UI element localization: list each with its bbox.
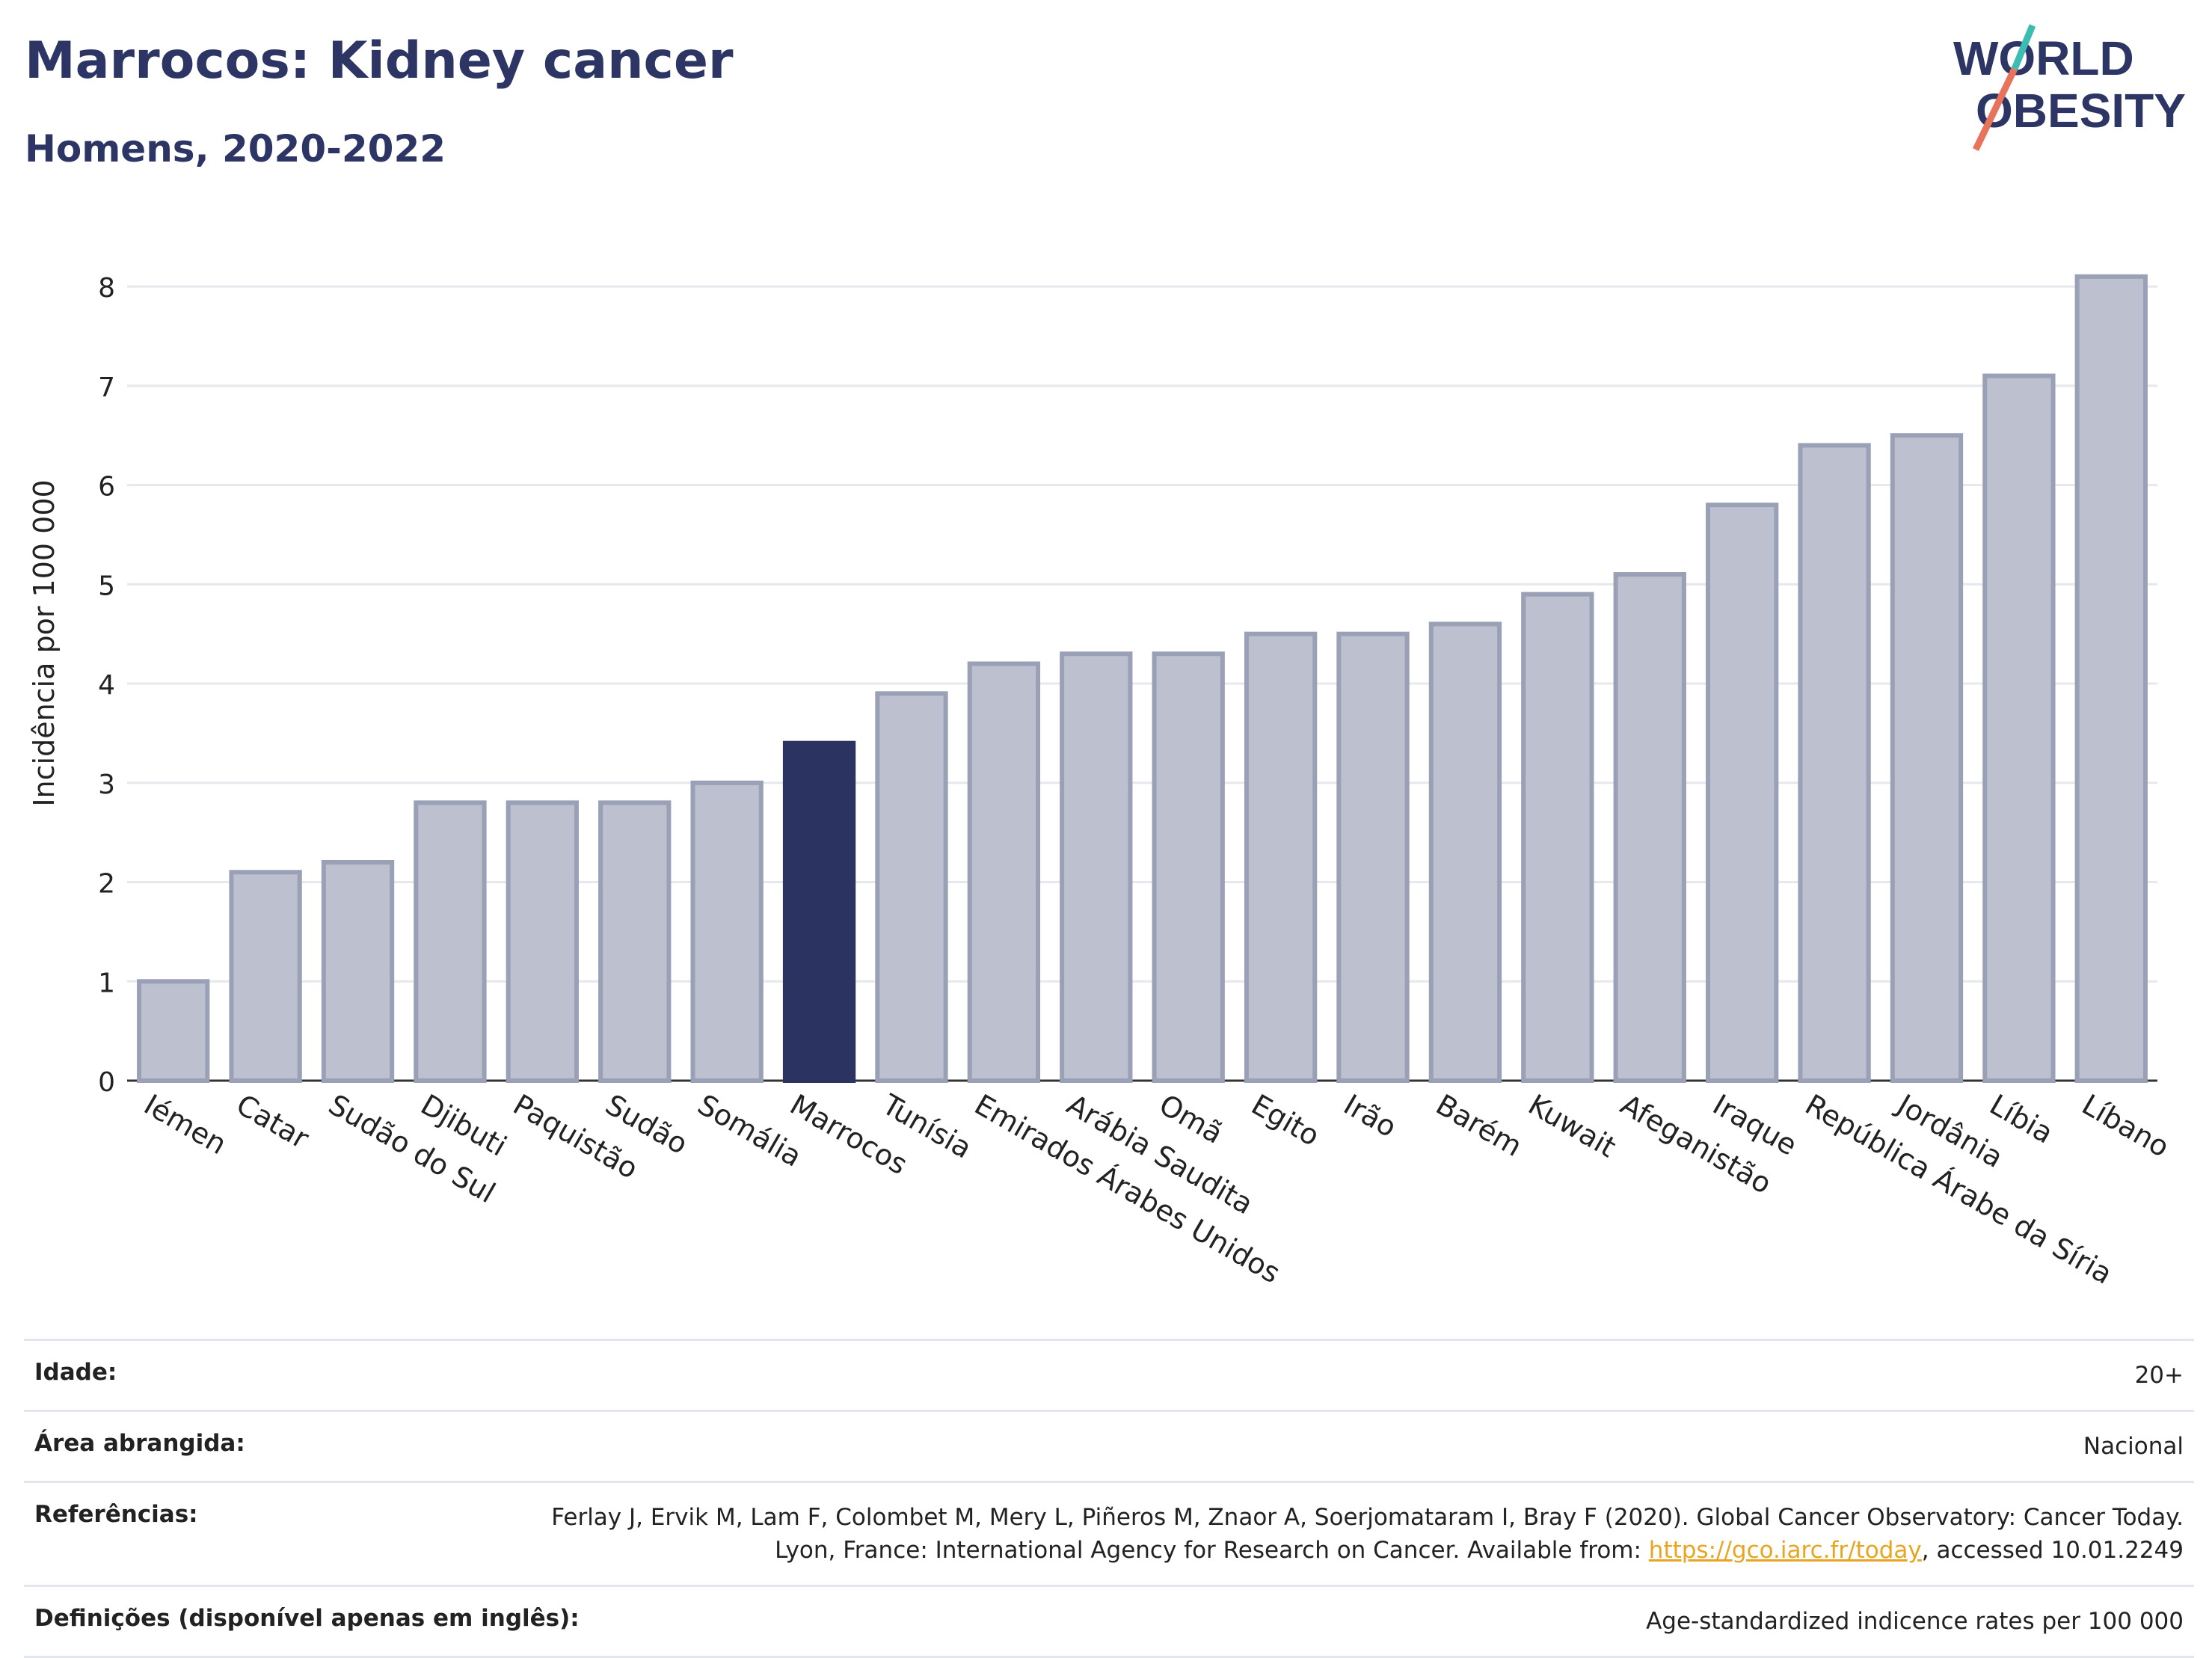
bars (137, 274, 2148, 1084)
y-tick-label: 1 (98, 968, 115, 998)
svg-text:OBESITY: OBESITY (1976, 84, 2186, 138)
reference-accessed: , accessed 10.01.2249 (1921, 1537, 2184, 1564)
bar-tun-sia[interactable] (875, 691, 948, 1083)
bar-iraque[interactable] (1705, 503, 1779, 1083)
x-tick-label: Irão (1339, 1088, 1403, 1144)
x-tick-label: Iémen (138, 1088, 232, 1161)
y-tick-label: 4 (98, 670, 115, 701)
bar-emirados-rabes-unidos[interactable] (967, 661, 1041, 1083)
x-tick-label: Somália (692, 1088, 808, 1173)
bar-l-bano[interactable] (2074, 274, 2148, 1084)
info-row-references: Referências: Ferlay J, Ervik M, Lam F, C… (24, 1481, 2194, 1585)
y-tick-label: 3 (98, 770, 115, 800)
y-axis-label: Incidência por 100 000 (28, 479, 61, 806)
bar-i-men[interactable] (137, 979, 210, 1084)
info-row-area: Área abrangida: Nacional (24, 1410, 2194, 1481)
bar-djibuti[interactable] (414, 800, 487, 1084)
bar-kuwait[interactable] (1521, 592, 1594, 1083)
info-row-definitions: Definições (disponível apenas em inglês)… (24, 1585, 2194, 1658)
bar-rep-blica-rabe-da-s-ria[interactable] (1798, 443, 1871, 1083)
world-obesity-logo: WORLD OBESITY (1953, 24, 2186, 151)
x-tick-label: Egito (1246, 1088, 1325, 1153)
bar-sud-o[interactable] (598, 800, 672, 1084)
bar-som-lia[interactable] (690, 780, 764, 1084)
bar-bar-m[interactable] (1428, 621, 1502, 1083)
bar-ar-bia-saudita[interactable] (1060, 651, 1133, 1083)
info-value: Nacional (2083, 1433, 2184, 1460)
bar-marrocos[interactable] (782, 740, 856, 1083)
bar-jord-nia[interactable] (1890, 433, 1964, 1083)
info-label: Idade: (34, 1359, 117, 1386)
y-tick-label: 8 (98, 273, 115, 304)
info-label: Definições (disponível apenas em inglês)… (34, 1605, 580, 1632)
x-tick-label: Líbano (2077, 1088, 2175, 1164)
y-tick-label: 7 (98, 372, 115, 403)
bar-afeganist-o[interactable] (1613, 572, 1686, 1083)
info-table: Idade: 20+ Área abrangida: Nacional Refe… (24, 1339, 2194, 1658)
info-value: Age-standardized indicence rates per 100… (1646, 1608, 2184, 1635)
chart-title: Marrocos: Kidney cancer (25, 31, 734, 90)
y-tick-label: 6 (98, 472, 115, 503)
bar-om-[interactable] (1152, 651, 1225, 1083)
y-tick-label: 0 (98, 1067, 115, 1098)
bar-sud-o-do-sul[interactable] (321, 859, 395, 1083)
x-tick-label: Catar (231, 1088, 315, 1155)
bar-paquist-o[interactable] (506, 800, 580, 1084)
info-value: 20+ (2134, 1362, 2184, 1389)
info-label: Área abrangida: (34, 1430, 245, 1457)
reference-text: Ferlay J, Ervik M, Lam F, Colombet M, Me… (551, 1504, 2184, 1564)
x-tick-label: Barém (1431, 1088, 1528, 1163)
bar-catar[interactable] (229, 870, 302, 1083)
reference-link[interactable]: https://gco.iarc.fr/today (1648, 1537, 1922, 1564)
y-tick-label: 2 (98, 869, 115, 900)
bar-egito[interactable] (1244, 631, 1318, 1083)
chart-subtitle: Homens, 2020-2022 (25, 127, 446, 171)
x-tick-label: Kuwait (1523, 1088, 1621, 1164)
bar-l-bia[interactable] (1982, 373, 2056, 1083)
info-row-age: Idade: 20+ (24, 1339, 2194, 1410)
info-label: Referências: (34, 1501, 198, 1528)
y-tick-label: 5 (98, 571, 115, 601)
svg-text:WORLD: WORLD (1953, 31, 2134, 85)
bar-ir-o[interactable] (1336, 631, 1410, 1083)
info-value: Ferlay J, Ervik M, Lam F, Colombet M, Me… (538, 1501, 2184, 1567)
y-axis-ticks: 0 1 2 3 4 5 6 7 8 (98, 273, 115, 1098)
